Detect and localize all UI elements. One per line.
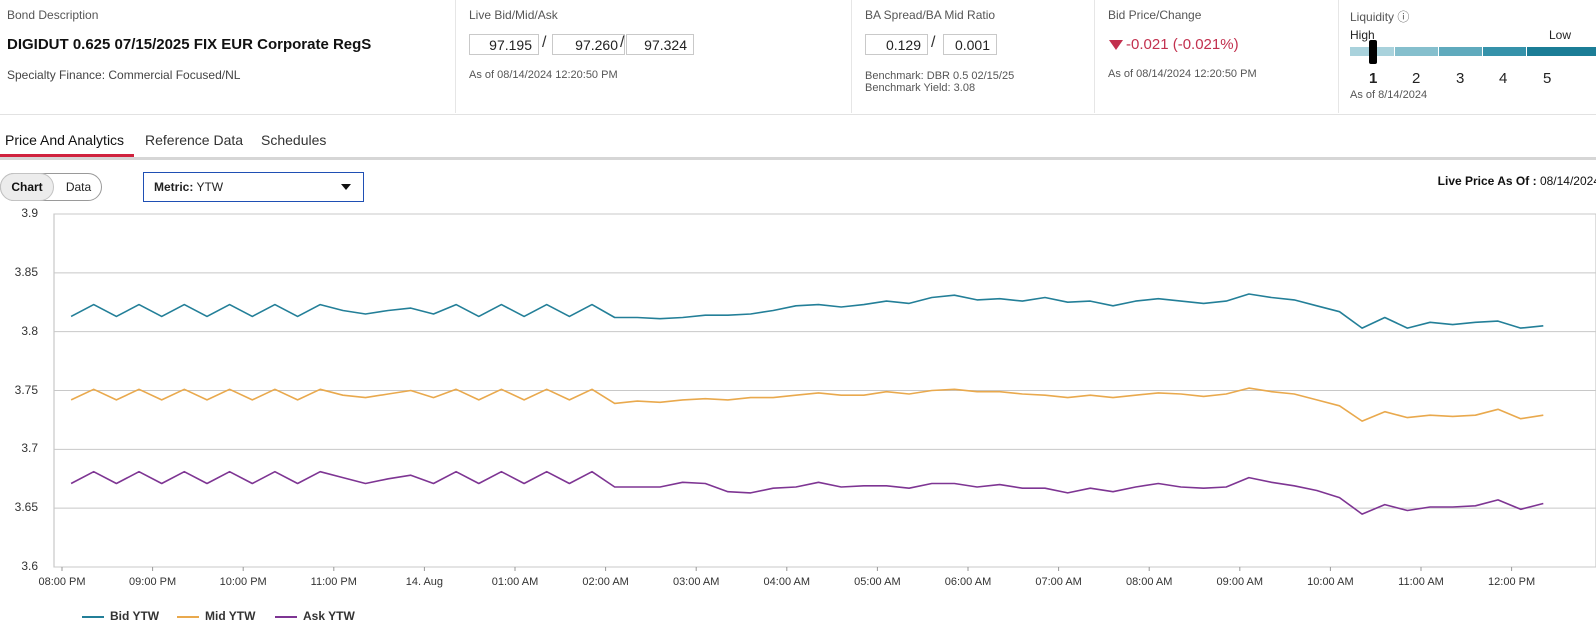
x-tick-label: 09:00 AM xyxy=(1216,576,1264,588)
ba-spread-section: BA Spread/BA Mid Ratio 0.129 / 0.001 Ben… xyxy=(851,0,1095,113)
x-tick-label: 09:00 PM xyxy=(129,576,177,588)
bid-price-change-section: Bid Price/Change -0.021 (-0.021%) As of … xyxy=(1094,0,1339,113)
benchmark: Benchmark: DBR 0.5 02/15/25 xyxy=(865,70,1015,82)
y-tick-label: 3.7 xyxy=(21,441,38,456)
tab-schedules[interactable]: Schedules xyxy=(261,132,327,148)
liquidity-label: Liquidity ⓘ xyxy=(1350,8,1409,25)
live-price-label: Live Price As Of : xyxy=(1437,174,1537,188)
y-tick-label: 3.85 xyxy=(14,264,38,279)
legend-mid-ytw[interactable]: Mid YTW xyxy=(177,609,255,623)
liquidity-segment-2 xyxy=(1395,47,1438,56)
x-tick-label: 06:00 AM xyxy=(944,576,992,588)
separator: / xyxy=(542,34,547,51)
x-tick-label: 07:00 AM xyxy=(1035,576,1082,588)
chevron-down-icon xyxy=(341,184,351,190)
x-tick-label: 12:00 PM xyxy=(1488,576,1536,588)
info-icon[interactable]: ⓘ xyxy=(1397,10,1410,24)
ba-mid-ratio-box: 0.001 xyxy=(943,34,997,55)
x-tick-label: 03:00 AM xyxy=(672,576,720,588)
legend-ask-ytw[interactable]: Ask YTW xyxy=(275,609,355,623)
legend-swatch xyxy=(177,615,199,618)
active-tab-underline xyxy=(0,154,134,157)
x-tick-label: 11:00 AM xyxy=(1398,576,1444,588)
ba-spread-box: 0.129 xyxy=(865,34,928,55)
metric-value: YTW xyxy=(196,180,224,194)
liquidity-low-label: Low xyxy=(1549,28,1572,42)
bid-change-as-of: As of 08/14/2024 12:20:50 PM xyxy=(1108,68,1257,80)
legend-label: Ask YTW xyxy=(303,609,355,623)
x-tick-label: 10:00 PM xyxy=(219,576,267,588)
legend-bid-ytw[interactable]: Bid YTW xyxy=(82,609,159,623)
legend-label: Mid YTW xyxy=(205,609,256,623)
legend-label: Bid YTW xyxy=(110,609,160,623)
ba-spread-label: BA Spread/BA Mid Ratio xyxy=(865,8,996,22)
bond-description-section: Bond Description DIGIDUT 0.625 07/15/202… xyxy=(0,0,455,113)
live-as-of: As of 08/14/2024 12:20:50 PM xyxy=(469,69,618,81)
triangle-down-icon xyxy=(1109,40,1123,50)
y-tick-label: 3.8 xyxy=(21,323,38,338)
metric-label: Metric: xyxy=(154,180,194,194)
tab-reference-data[interactable]: Reference Data xyxy=(145,132,244,148)
bond-title: DIGIDUT 0.625 07/15/2025 FIX EUR Corpora… xyxy=(7,36,372,53)
tab-price-and-analytics[interactable]: Price And Analytics xyxy=(5,132,125,148)
liquidity-level-5: 5 xyxy=(1543,70,1552,87)
live-price-as-of: Live Price As Of : 08/14/2024 xyxy=(1438,174,1596,188)
ask-price-box: 97.324 xyxy=(626,34,694,55)
separator: / xyxy=(931,34,936,51)
bond-sector: Specialty Finance: Commercial Focused/NL xyxy=(7,68,241,82)
y-tick-label: 3.65 xyxy=(14,500,38,515)
chart-toggle-button[interactable]: Chart xyxy=(0,173,54,201)
x-tick-label: 04:00 AM xyxy=(763,576,811,588)
legend-swatch xyxy=(275,615,297,618)
separator: / xyxy=(620,34,625,51)
live-price-value: 08/14/2024 xyxy=(1539,174,1596,188)
liquidity-level-4: 4 xyxy=(1499,70,1508,87)
x-tick-label: 08:00 AM xyxy=(1125,576,1173,588)
liquidity-level-2: 2 xyxy=(1412,70,1421,87)
series-line-ask-ytw xyxy=(70,470,1544,515)
x-tick-label: 11:00 PM xyxy=(310,576,357,588)
legend-swatch xyxy=(82,615,104,618)
y-tick-label: 3.9 xyxy=(21,206,38,220)
liquidity-segment-5 xyxy=(1527,47,1596,56)
liquidity-segment-4 xyxy=(1483,47,1526,56)
benchmark-yield: Benchmark Yield: 3.08 xyxy=(865,82,976,94)
mid-price-box: 97.260 xyxy=(552,34,625,55)
liquidity-segment-3 xyxy=(1439,47,1482,56)
live-bid-mid-ask-section: Live Bid/Mid/Ask 97.195 / 97.260 / 97.32… xyxy=(455,0,852,113)
metric-select[interactable]: Metric: YTW xyxy=(143,172,364,202)
liquidity-label-text: Liquidity xyxy=(1350,10,1395,24)
tab-bar: Price And Analytics Reference Data Sched… xyxy=(0,122,1596,160)
bond-description-label: Bond Description xyxy=(7,8,99,22)
x-tick-label: 01:00 AM xyxy=(491,576,539,588)
liquidity-level-1: 1 xyxy=(1369,70,1378,87)
liquidity-level-3: 3 xyxy=(1456,70,1465,87)
x-tick-label: 02:00 AM xyxy=(582,576,629,588)
bond-header: Bond Description DIGIDUT 0.625 07/15/202… xyxy=(0,0,1596,115)
liquidity-marker xyxy=(1369,40,1377,64)
x-tick-label: 14. Aug xyxy=(405,576,444,588)
liquidity-as-of: As of 8/14/2024 xyxy=(1350,89,1428,101)
chart-data-toggle: Chart Data xyxy=(0,173,102,201)
series-line-mid-ytw xyxy=(70,387,1544,422)
bid-price-change-label: Bid Price/Change xyxy=(1108,8,1202,22)
x-tick-label: 10:00 AM xyxy=(1307,576,1354,588)
liquidity-section: Liquidity ⓘ High Low 1 2 3 4 5 As of 8/1… xyxy=(1338,0,1596,113)
data-toggle-button[interactable]: Data xyxy=(65,180,92,194)
x-tick-label: 08:00 PM xyxy=(38,576,86,588)
y-tick-label: 3.6 xyxy=(21,559,38,573)
x-tick-label: 05:00 AM xyxy=(854,576,901,588)
bid-price-box: 97.195 xyxy=(469,34,539,55)
live-bid-mid-ask-label: Live Bid/Mid/Ask xyxy=(469,8,558,22)
liquidity-high-label: High xyxy=(1350,28,1375,42)
y-tick-label: 3.75 xyxy=(14,382,38,397)
bid-change-value: -0.021 (-0.021%) xyxy=(1126,36,1239,53)
series-line-bid-ytw xyxy=(70,293,1544,329)
